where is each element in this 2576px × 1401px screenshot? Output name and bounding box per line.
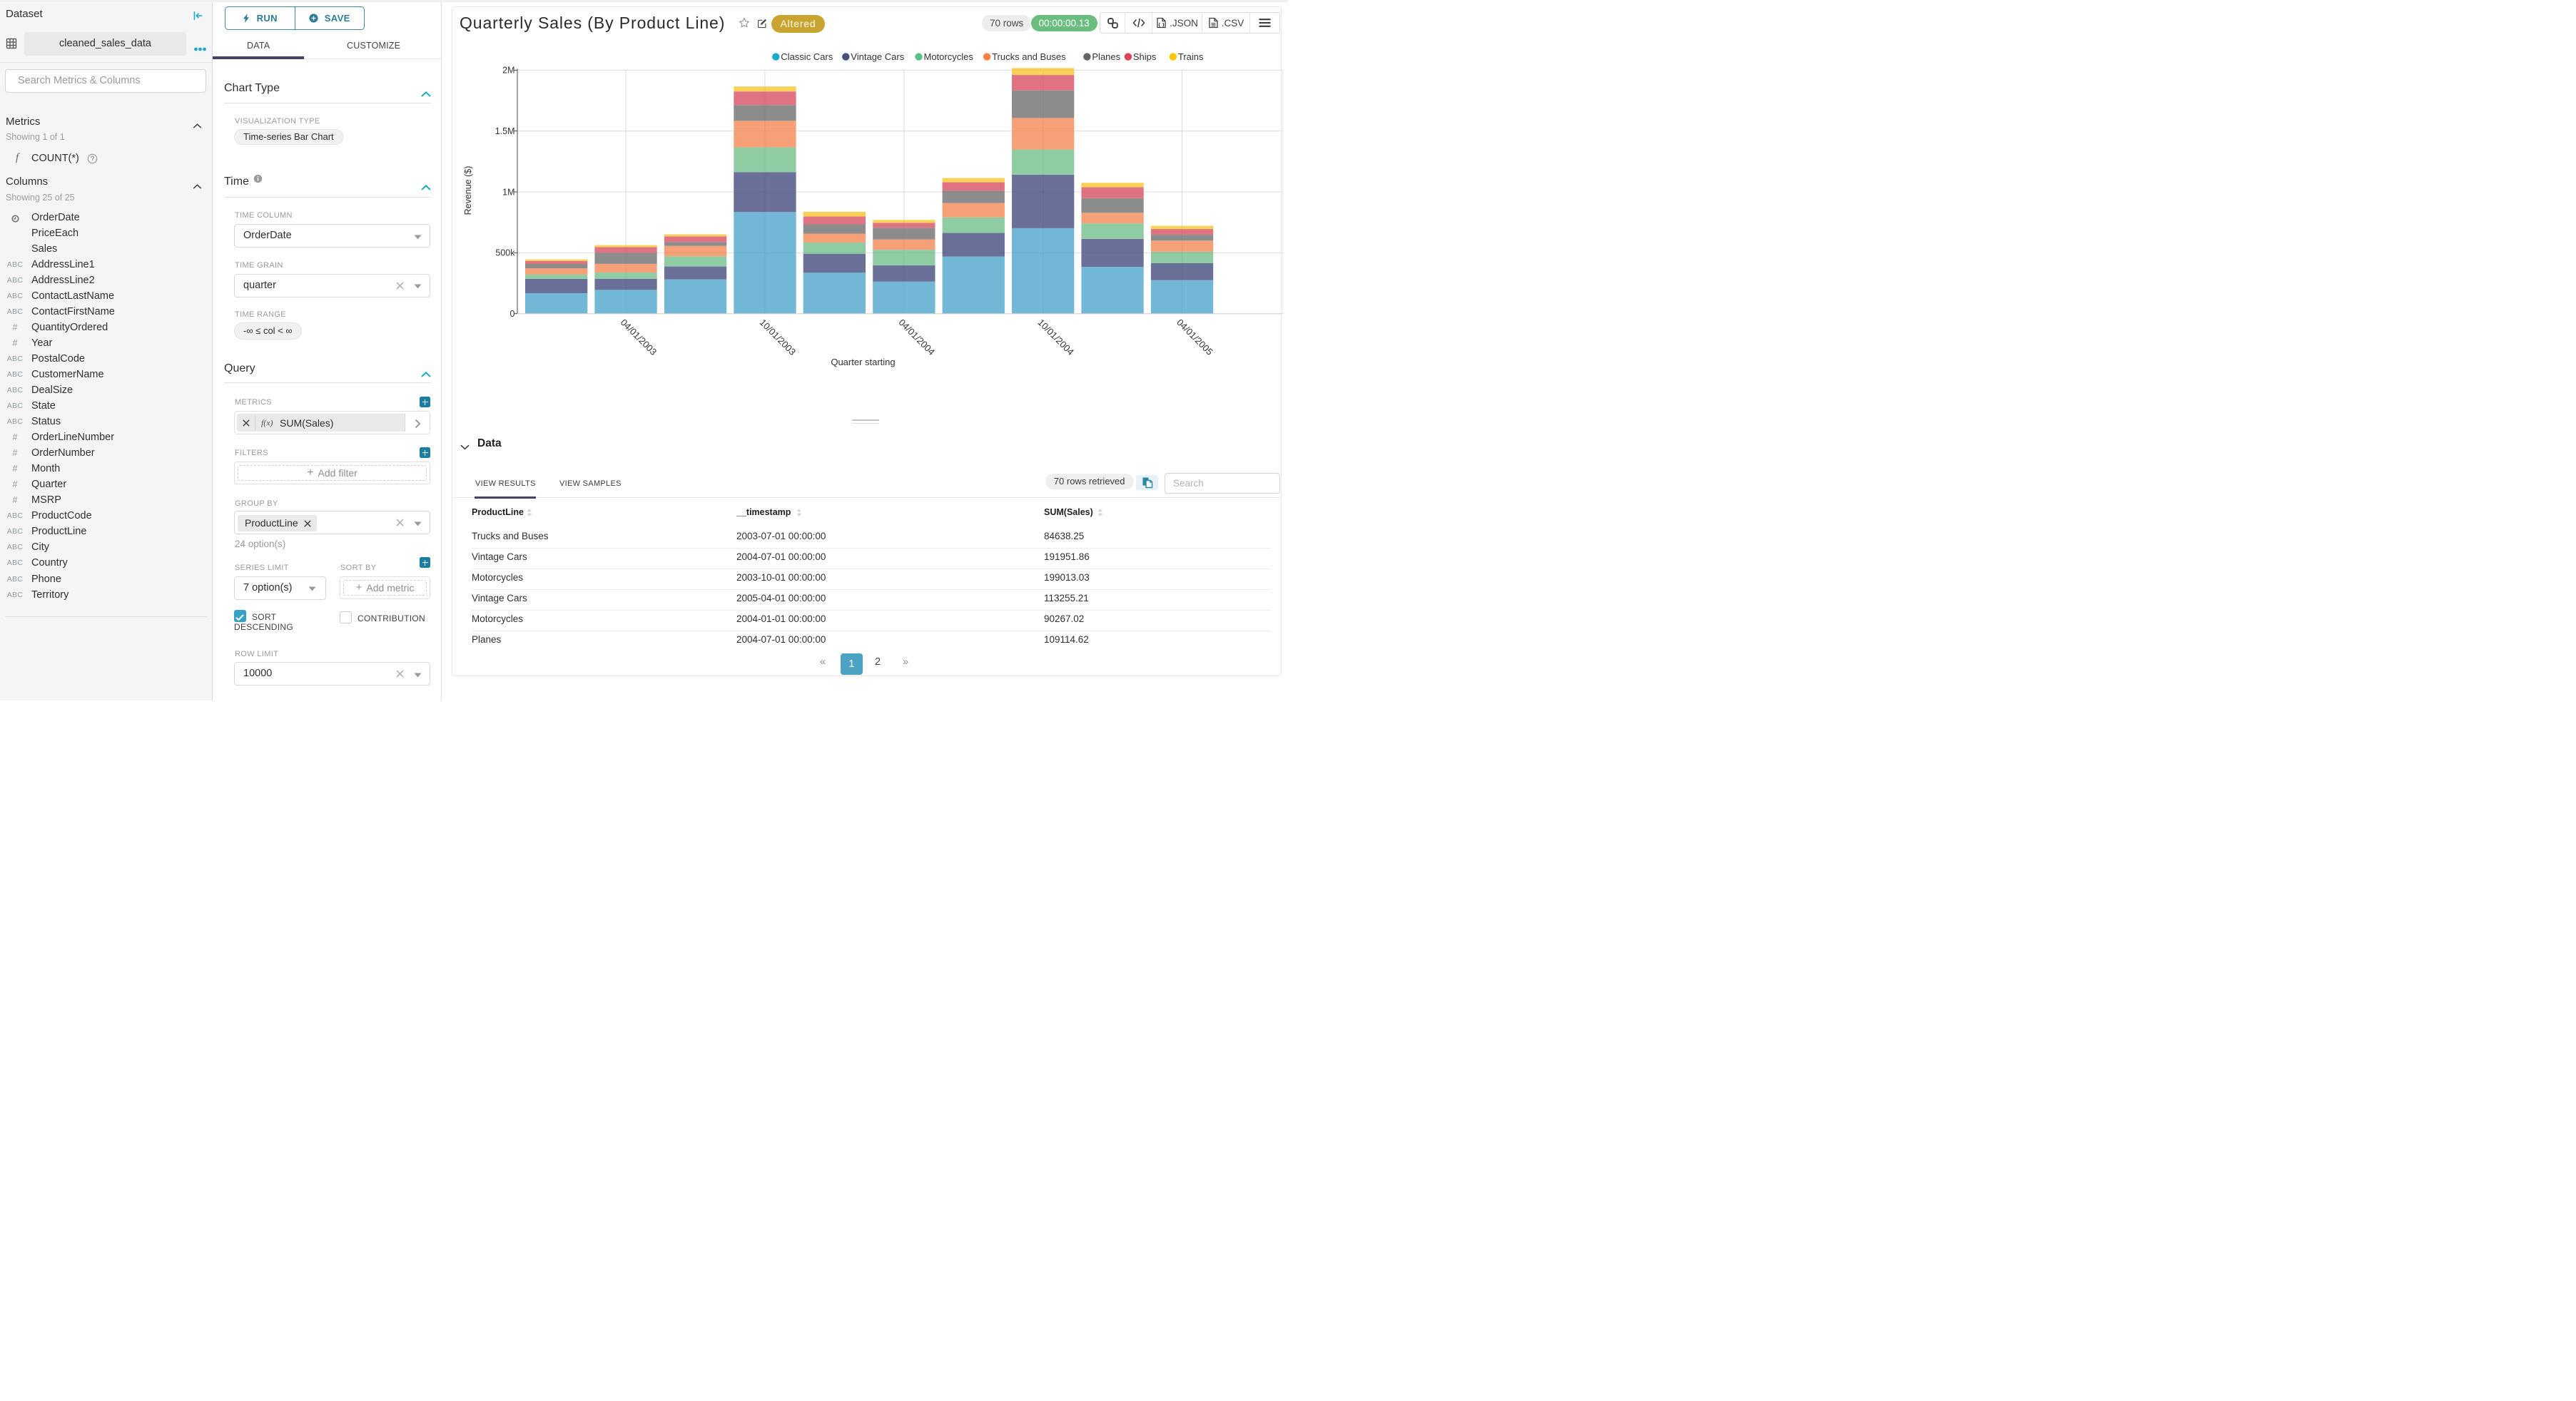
svg-text:Planes: Planes xyxy=(1092,51,1120,62)
svg-text:04/01/2005: 04/01/2005 xyxy=(1175,317,1215,357)
svg-text:04/01/2003: 04/01/2003 xyxy=(619,317,659,357)
svg-text:Quarter starting: Quarter starting xyxy=(831,357,895,367)
svg-text:Revenue ($): Revenue ($) xyxy=(463,166,473,215)
svg-text:Motorcycles: Motorcycles xyxy=(924,51,974,62)
svg-text:Classic Cars: Classic Cars xyxy=(781,51,833,62)
svg-text:Trucks and Buses: Trucks and Buses xyxy=(992,51,1066,62)
svg-text:f(x): f(x) xyxy=(261,418,273,427)
svg-text:Trains: Trains xyxy=(1178,51,1204,62)
svg-text:Ships: Ships xyxy=(1133,51,1157,62)
svg-text:10/01/2003: 10/01/2003 xyxy=(758,317,798,357)
svg-text:500k: 500k xyxy=(495,248,515,258)
svg-text:0: 0 xyxy=(510,309,515,319)
svg-text:Vintage Cars: Vintage Cars xyxy=(851,51,904,62)
svg-text:1M: 1M xyxy=(502,187,514,197)
svg-text:2M: 2M xyxy=(502,66,514,76)
svg-text:10/01/2004: 10/01/2004 xyxy=(1035,317,1076,357)
svg-text:1.5M: 1.5M xyxy=(495,126,515,136)
svg-text:04/01/2004: 04/01/2004 xyxy=(896,317,937,357)
